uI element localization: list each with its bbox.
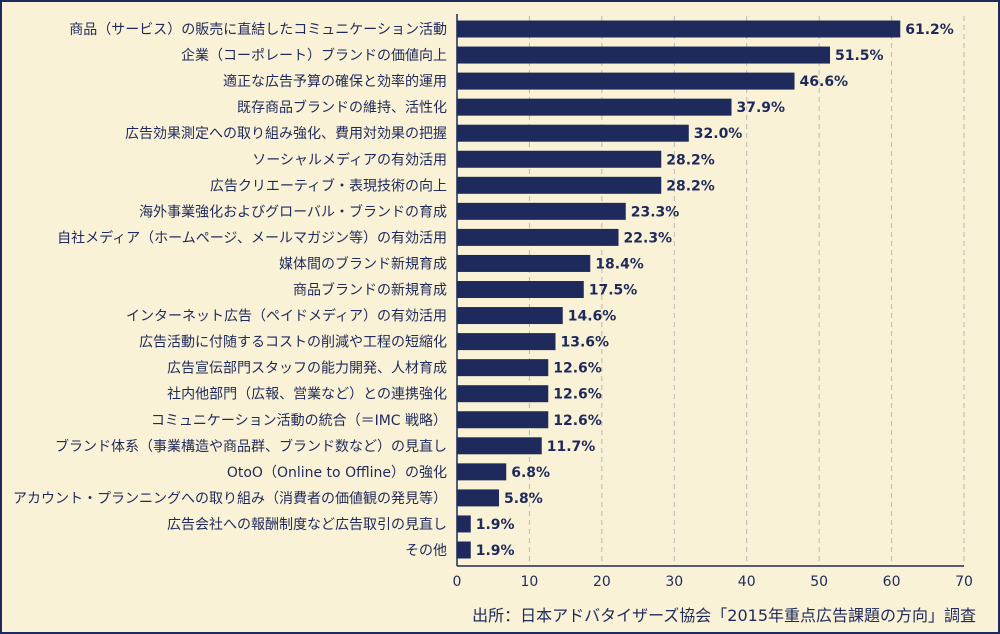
bar-11 bbox=[457, 307, 563, 325]
bar-20 bbox=[457, 541, 471, 559]
category-label-17: OtoO（Online to Offline）の強化 bbox=[227, 465, 447, 481]
value-label-2: 46.6% bbox=[800, 74, 849, 90]
value-label-13: 12.6% bbox=[553, 361, 602, 377]
bar-16 bbox=[457, 437, 542, 455]
category-label-2: 適正な広告予算の確保と効率的運用 bbox=[223, 73, 447, 90]
value-label-16: 11.7% bbox=[547, 439, 596, 455]
value-label-3: 37.9% bbox=[737, 100, 786, 116]
category-label-10: 商品ブランドの新規育成 bbox=[293, 282, 447, 299]
category-label-1: 企業（コーポレート）ブランドの価値向上 bbox=[181, 47, 447, 64]
x-tick-label-10: 10 bbox=[521, 574, 539, 590]
value-label-4: 32.0% bbox=[694, 126, 743, 142]
category-label-5: ソーシャルメディアの有効活用 bbox=[252, 151, 447, 168]
value-label-1: 51.5% bbox=[835, 48, 884, 64]
value-label-10: 17.5% bbox=[589, 283, 638, 299]
category-label-9: 媒体間のブランド新規育成 bbox=[279, 255, 447, 272]
x-tick-label-40: 40 bbox=[738, 574, 756, 590]
value-label-12: 13.6% bbox=[561, 335, 610, 351]
value-label-20: 1.9% bbox=[476, 543, 515, 559]
category-label-19: 広告会社への報酬制度など広告取引の見直し bbox=[167, 516, 447, 533]
bar-13 bbox=[457, 359, 549, 377]
x-tick-label-70: 70 bbox=[955, 574, 973, 590]
bar-8 bbox=[457, 228, 619, 246]
category-label-12: 広告活動に付随するコストの削減や工程の短縮化 bbox=[139, 334, 447, 351]
value-label-11: 14.6% bbox=[568, 309, 617, 325]
x-tick-label-60: 60 bbox=[883, 574, 901, 590]
category-label-4: 広告効果測定への取り組み強化、費用対効果の把握 bbox=[125, 126, 447, 142]
x-tick-label-20: 20 bbox=[593, 574, 611, 590]
value-label-19: 1.9% bbox=[476, 517, 515, 533]
category-label-11: インターネット広告（ペイドメディア）の有効活用 bbox=[126, 308, 447, 325]
bar-10 bbox=[457, 281, 584, 298]
category-label-15: コミュニケーション活動の統合（＝IMC 戦略） bbox=[151, 413, 447, 429]
bar-1 bbox=[457, 46, 831, 64]
bar-19 bbox=[457, 515, 471, 533]
category-label-14: 社内他部門（広報、営業など）との連携強化 bbox=[167, 387, 447, 403]
bar-0 bbox=[457, 20, 901, 38]
bar-17 bbox=[457, 463, 507, 481]
category-label-7: 海外事業強化およびグローバル・ブランドの育成 bbox=[139, 203, 447, 220]
value-label-0: 61.2% bbox=[905, 22, 954, 38]
bar-3 bbox=[457, 98, 732, 116]
value-label-9: 18.4% bbox=[595, 256, 644, 272]
category-label-8: 自社メディア（ホームページ、メールマガジン等）の有効活用 bbox=[57, 229, 447, 246]
category-label-13: 広告宣伝部門スタッフの能力開発、人材育成 bbox=[167, 361, 447, 377]
category-label-3: 既存商品ブランドの維持、活性化 bbox=[237, 99, 447, 116]
category-label-18: アカウント・プランニングへの取り組み（消費者の価値観の発見等） bbox=[13, 490, 447, 507]
source-note: 出所：日本アドバタイザーズ協会「2015年重点広告課題の方向」調査 bbox=[472, 606, 976, 625]
x-tick-label-0: 0 bbox=[453, 574, 462, 590]
value-label-18: 5.8% bbox=[504, 491, 543, 507]
value-label-8: 22.3% bbox=[624, 230, 673, 246]
bar-6 bbox=[457, 176, 662, 194]
bar-7 bbox=[457, 202, 626, 220]
x-tick-label-50: 50 bbox=[810, 574, 828, 590]
category-label-16: ブランド体系（事業構造や商品群、ブランド数など）の見直し bbox=[55, 438, 447, 455]
bar-4 bbox=[457, 124, 689, 142]
bar-18 bbox=[457, 489, 500, 507]
value-label-17: 6.8% bbox=[511, 465, 550, 481]
x-tick-label-30: 30 bbox=[665, 574, 683, 590]
bar-14 bbox=[457, 385, 549, 403]
value-label-7: 23.3% bbox=[631, 204, 680, 220]
category-label-20: その他 bbox=[405, 543, 447, 559]
bar-2 bbox=[457, 72, 795, 90]
value-label-15: 12.6% bbox=[553, 413, 602, 429]
bar-15 bbox=[457, 411, 549, 429]
value-label-6: 28.2% bbox=[666, 178, 715, 194]
bar-9 bbox=[457, 254, 591, 272]
value-label-14: 12.6% bbox=[553, 387, 602, 403]
category-label-0: 商品（サービス）の販売に直結したコミュニケーション活動 bbox=[69, 21, 447, 38]
bar-12 bbox=[457, 333, 556, 351]
category-label-6: 広告クリエーティブ・表現技術の向上 bbox=[210, 177, 447, 194]
value-label-5: 28.2% bbox=[666, 152, 715, 168]
bar-5 bbox=[457, 150, 662, 168]
